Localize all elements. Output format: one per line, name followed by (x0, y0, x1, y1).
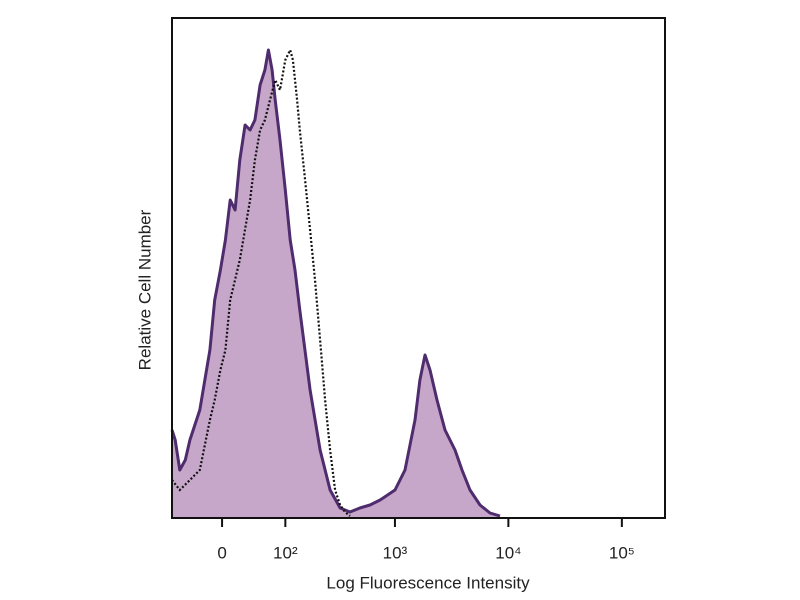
x-tick-label: 10⁵ (609, 543, 635, 562)
x-tick-label: 0 (217, 543, 226, 562)
plot-frame (171, 17, 666, 519)
area-fill (172, 50, 500, 518)
y-axis-title: Relative Cell Number (135, 209, 154, 370)
x-axis-title: Log Fluorescence Intensity (326, 573, 530, 592)
x-tick-label: 10² (273, 543, 298, 562)
x-tick-label: 10⁴ (495, 543, 521, 562)
histogram-outline (170, 48, 501, 518)
histogram-outline (171, 46, 351, 517)
x-tick-label: 10³ (383, 543, 408, 562)
